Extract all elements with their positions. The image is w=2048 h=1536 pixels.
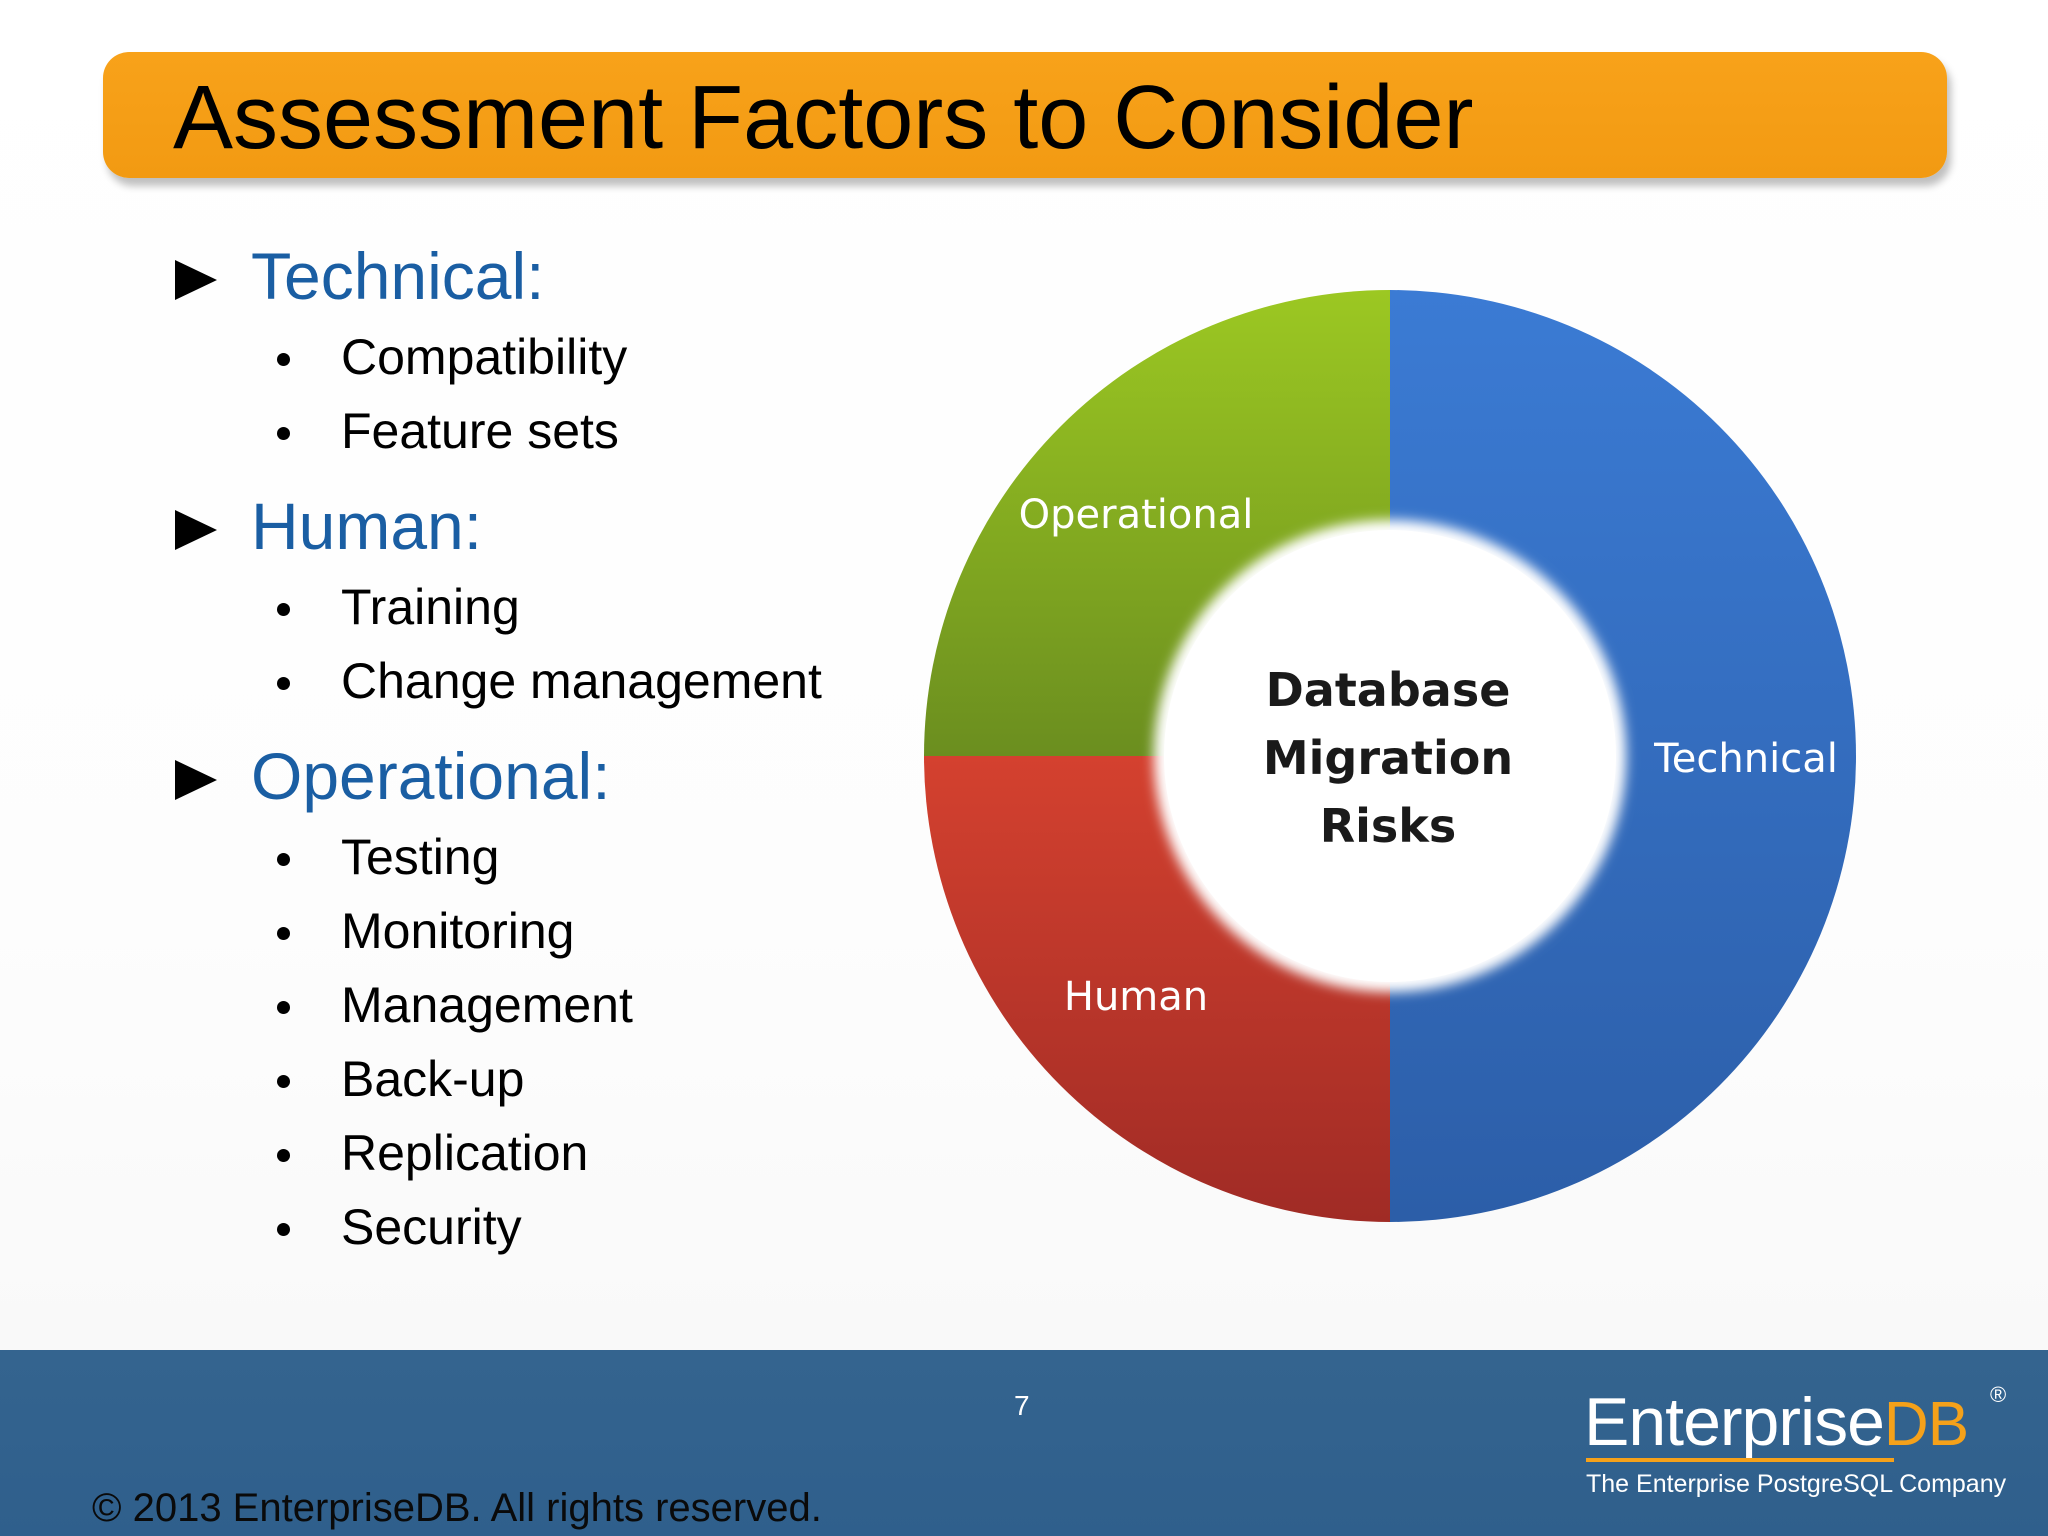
list-item: Management: [175, 968, 895, 1042]
logo-tagline: The Enterprise PostgreSQL Company: [1586, 1470, 2007, 1498]
list-item: Back-up: [175, 1042, 895, 1116]
enterprisedb-logo: EnterpriseDB ® The Enterprise PostgreSQL…: [1584, 1382, 2014, 1512]
bullet-dot-icon: [277, 853, 290, 866]
list-item-label: Management: [341, 977, 633, 1033]
bullet-dot-icon: [277, 1001, 290, 1014]
bullet-dot-icon: [277, 1223, 290, 1236]
slice-label-operational: Operational: [1019, 492, 1254, 538]
triangle-bullet-icon: [175, 260, 217, 300]
list-item-label: Monitoring: [341, 903, 575, 959]
list-item-label: Security: [341, 1199, 522, 1255]
list-item-label: Replication: [341, 1125, 589, 1181]
bullet-dot-icon: [277, 603, 290, 616]
list-item-label: Testing: [341, 829, 500, 885]
section-operational: Operational: Testing Monitoring Manageme…: [175, 732, 895, 1264]
bullet-dot-icon: [277, 1075, 290, 1088]
bullet-dot-icon: [277, 677, 290, 690]
logo-underline: [1586, 1458, 1894, 1462]
section-heading: Operational:: [175, 732, 895, 820]
list-item-label: Change management: [341, 653, 822, 709]
section-human: Human: Training Change management: [175, 482, 895, 718]
section-heading: Human:: [175, 482, 895, 570]
list-item: Monitoring: [175, 894, 895, 968]
list-item: Feature sets: [175, 394, 895, 468]
center-label-line: Risks: [1320, 799, 1457, 853]
bullet-dot-icon: [277, 927, 290, 940]
section-technical: Technical: Compatibility Feature sets: [175, 232, 895, 468]
triangle-bullet-icon: [175, 510, 217, 550]
list-item: Compatibility: [175, 320, 895, 394]
registered-mark: ®: [1990, 1382, 2007, 1407]
section-label: Technical:: [251, 239, 545, 313]
donut-hole-core: [1164, 530, 1616, 982]
slide-title: Assessment Factors to Consider: [173, 68, 1474, 168]
page-number: 7: [1014, 1390, 1030, 1421]
center-label-line: Migration: [1263, 731, 1513, 785]
list-item: Replication: [175, 1116, 895, 1190]
bullet-dot-icon: [277, 353, 290, 366]
bullet-dot-icon: [277, 427, 290, 440]
title-bar: Assessment Factors to Consider: [103, 52, 1947, 178]
list-item: Training: [175, 570, 895, 644]
section-heading: Technical:: [175, 232, 895, 320]
slice-label-technical: Technical: [1653, 736, 1838, 782]
bullet-dot-icon: [277, 1149, 290, 1162]
list-item-label: Feature sets: [341, 403, 619, 459]
list-item-label: Training: [341, 579, 520, 635]
list-item: Change management: [175, 644, 895, 718]
list-item: Security: [175, 1190, 895, 1264]
section-label: Operational:: [251, 739, 611, 813]
logo-db-text: DB: [1883, 1390, 1969, 1459]
logo-main-text: Enterprise: [1584, 1384, 1885, 1460]
donut-chart: Database Migration Risks Technical Human O…: [924, 290, 1856, 1222]
triangle-bullet-icon: [175, 760, 217, 800]
list-item-label: Back-up: [341, 1051, 525, 1107]
footer-bar: 7 © 2013 EnterpriseDB. All rights reserv…: [0, 1350, 2048, 1536]
center-label-line: Database: [1266, 663, 1511, 717]
bullet-list: Technical: Compatibility Feature sets Hu…: [175, 232, 895, 1264]
logo-wordmark: EnterpriseDB: [1584, 1382, 1969, 1465]
list-item-label: Compatibility: [341, 329, 628, 385]
list-item: Testing: [175, 820, 895, 894]
copyright-text: © 2013 EnterpriseDB. All rights reserved…: [92, 1486, 822, 1530]
section-label: Human:: [251, 489, 483, 563]
slice-label-human: Human: [1064, 974, 1208, 1020]
